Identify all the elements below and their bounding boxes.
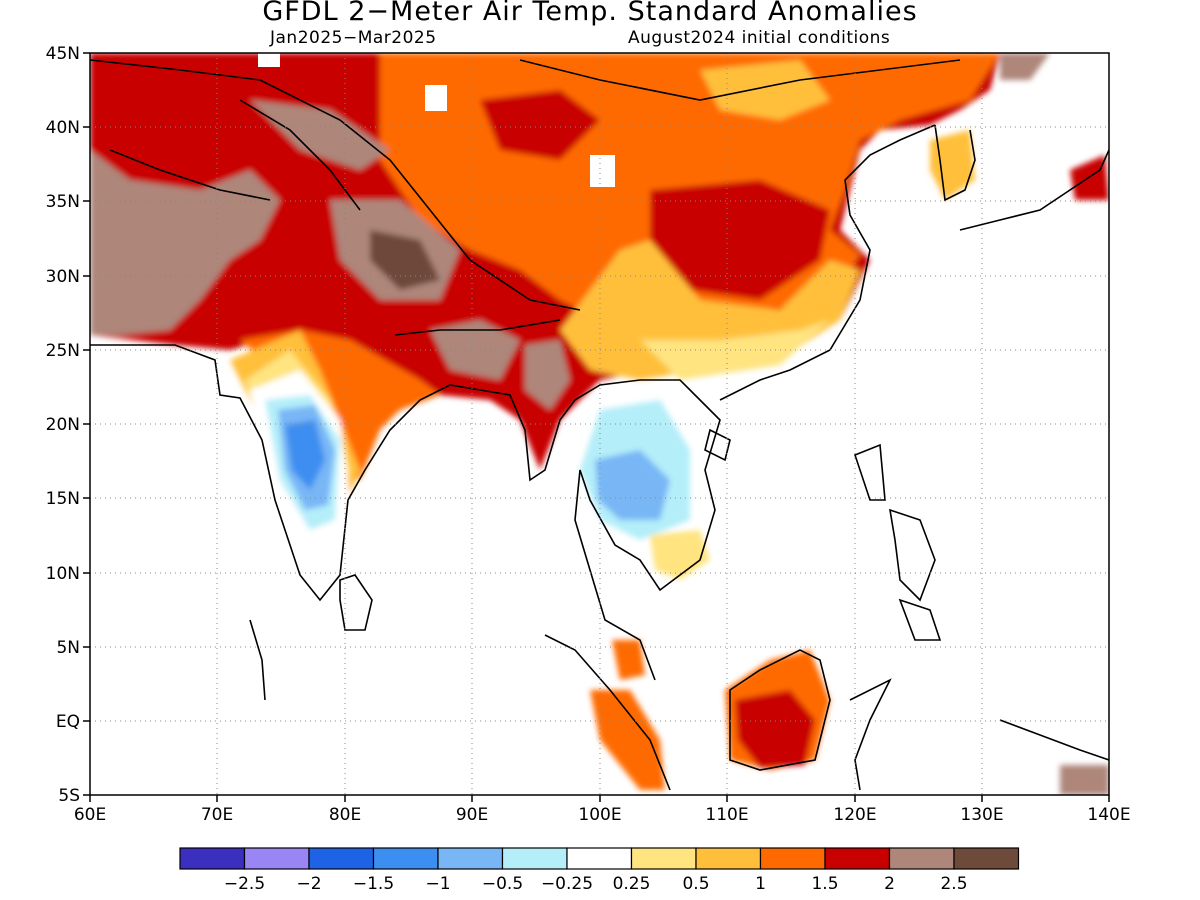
lat-label: EQ (56, 712, 80, 732)
legend-label: 2 (884, 874, 895, 894)
legend-swatch (179, 847, 246, 870)
anomaly-region-indochina-blue (595, 450, 670, 520)
anomaly-region-brown-west (90, 150, 280, 335)
anomaly-region-borneo-red (735, 690, 815, 768)
anomaly-region-india-blue-core (285, 420, 325, 490)
legend-swatch (630, 847, 697, 870)
anomaly-region-cambodia-warm (650, 530, 710, 580)
lat-label: 25N (46, 341, 80, 361)
legend-swatch (759, 847, 826, 870)
legend-label: −0.5 (482, 874, 523, 894)
legend-swatch (566, 847, 633, 870)
legend-label: −2.5 (224, 874, 265, 894)
lon-label: 60E (74, 805, 106, 825)
lat-label: 30N (46, 267, 80, 287)
legend-swatch (695, 847, 762, 870)
legend-label: 2.5 (940, 874, 967, 894)
lon-label: 70E (201, 805, 233, 825)
legend-swatch (888, 847, 955, 870)
legend-swatch (243, 847, 310, 870)
anomaly-region-malaya (612, 640, 645, 680)
legend-swatch (308, 847, 375, 870)
tick-marks (83, 52, 1110, 802)
coastlines (90, 59, 1109, 791)
legend-swatch (372, 847, 439, 870)
legend-label: 1 (755, 874, 766, 894)
lat-label: 10N (46, 564, 80, 584)
anomaly-region-sumatra (590, 690, 665, 790)
anomaly-region-brown-myanmar (525, 340, 570, 410)
forecast-period: Jan2025−Mar2025 (270, 28, 437, 48)
legend-label: −2 (296, 874, 321, 894)
anomaly-region-korea (930, 130, 975, 200)
legend-label: −1 (425, 874, 450, 894)
legend-swatch (953, 847, 1020, 870)
lat-label: 40N (46, 118, 80, 138)
anomaly-region-red-china (480, 90, 600, 160)
longitude-labels: 60E 70E 80E 90E 100E 110E 120E 130E 140E (74, 805, 1131, 825)
legend-label: 1.5 (811, 874, 838, 894)
gridlines (90, 53, 1109, 795)
legend-label: 0.25 (613, 874, 651, 894)
anomaly-region-brown-north (250, 100, 390, 170)
lon-label: 80E (329, 805, 361, 825)
legend-swatch (437, 847, 504, 870)
legend-label: −1.5 (353, 874, 394, 894)
legend-label: −0.25 (541, 874, 593, 894)
lon-label: 120E (833, 805, 876, 825)
legend-label: 0.5 (682, 874, 709, 894)
legend-swatch (501, 847, 568, 870)
anomaly-region-north-yellow (700, 60, 830, 120)
lat-label: 5S (58, 786, 80, 806)
lat-label: 5N (56, 638, 80, 658)
legend-swatch (824, 847, 891, 870)
lon-label: 100E (578, 805, 621, 825)
lat-label: 35N (46, 192, 80, 212)
lon-label: 90E (456, 805, 488, 825)
anomaly-region-ne-brown (1000, 53, 1050, 80)
lat-label: 15N (46, 489, 80, 509)
latitude-labels: 45N 40N 35N 30N 25N 20N 15N 10N 5N EQ 5S (46, 44, 80, 806)
anomaly-region-red-east (650, 180, 830, 300)
initial-conditions: August2024 initial conditions (628, 28, 891, 48)
lon-label: 110E (705, 805, 748, 825)
lon-label: 130E (960, 805, 1003, 825)
anomaly-region-dark-tibet (370, 230, 440, 290)
anomaly-region-png-brown (1060, 765, 1109, 795)
map-title: GFDL 2−Meter Air Temp. Standard Anomalie… (262, 0, 918, 27)
lat-label: 20N (46, 415, 80, 435)
lat-label: 45N (46, 44, 80, 64)
lon-label: 140E (1087, 805, 1130, 825)
color-legend: −2.5 −2 −1.5 −1 −0.5 −0.25 0.25 0.5 1 1.5 2 2.5 (179, 847, 1020, 894)
